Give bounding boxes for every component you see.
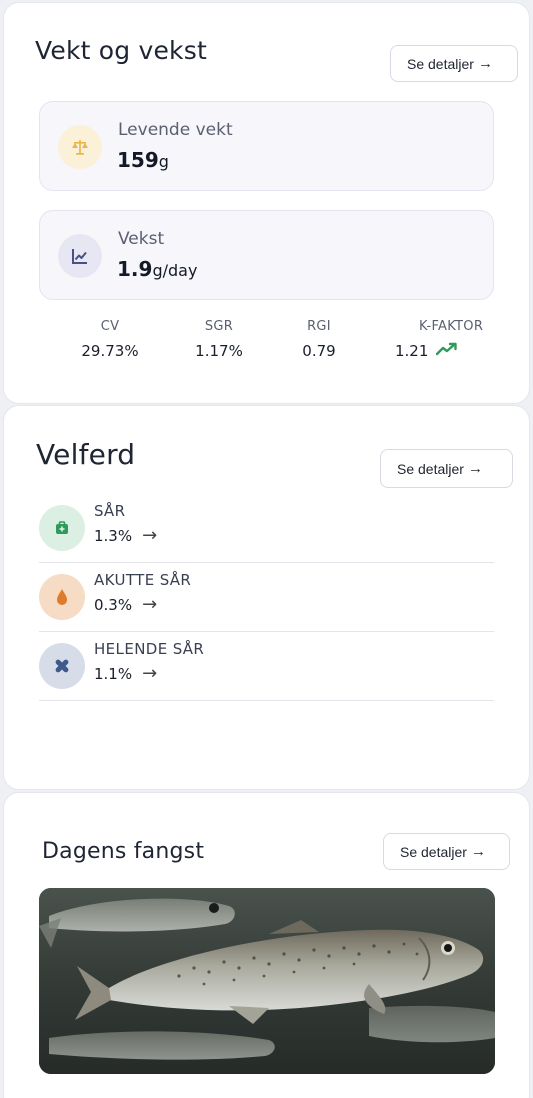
growth-label: Vekst xyxy=(118,229,165,249)
details-label: Se detaljer xyxy=(407,55,474,72)
kpi-k-factor: K-FAKTOR 1.21 xyxy=(392,319,502,360)
live-weight-value: 159g xyxy=(117,148,169,172)
welfare-item-value: 1.1% xyxy=(94,664,133,683)
kpi-value: 29.73% xyxy=(81,342,139,360)
fish-catch-photo[interactable] xyxy=(39,888,495,1074)
arrow-right-icon: → xyxy=(470,843,486,860)
healing-cross-icon xyxy=(39,643,85,689)
arrow-right-icon: → xyxy=(142,663,158,684)
welfare-item-value: 1.3% xyxy=(94,526,133,545)
kpi-value: 1.21 xyxy=(395,342,429,360)
welfare-item-link[interactable]: 1.1% → xyxy=(94,663,157,684)
line-chart-icon xyxy=(58,234,102,278)
weight-card-title: Vekt og vekst xyxy=(35,36,207,65)
trend-up-icon xyxy=(436,342,458,360)
live-weight-unit: g xyxy=(158,152,169,171)
catch-card-title: Dagens fangst xyxy=(42,839,205,864)
welfare-item-label: AKUTTE SÅR xyxy=(94,571,192,589)
kpi-rgi: RGI 0.79 xyxy=(294,319,344,360)
fish-illustration xyxy=(39,888,495,1074)
kpi-label: K-FAKTOR xyxy=(419,319,484,334)
daily-catch-card: Dagens fangst Se detaljer → xyxy=(3,792,530,1098)
kpi-value: 1.17% xyxy=(195,342,243,360)
welfare-card: Velferd Se detaljer → SÅR 1.3% → AKUTTE … xyxy=(3,405,530,790)
arrow-right-icon: → xyxy=(142,525,158,546)
weight-details-button[interactable]: Se detaljer → xyxy=(390,45,518,82)
welfare-item-link[interactable]: 0.3% → xyxy=(94,594,157,615)
kpi-cv: CV 29.73% xyxy=(74,319,146,360)
live-weight-box: Levende vekt 159g xyxy=(39,101,494,191)
live-weight-number: 159 xyxy=(117,148,159,172)
kpi-label: CV xyxy=(100,319,120,334)
growth-unit: g/day xyxy=(152,261,198,280)
growth-box: Vekst 1.9g/day xyxy=(39,210,494,300)
welfare-details-button[interactable]: Se detaljer → xyxy=(380,449,513,488)
kpi-label: RGI xyxy=(307,319,331,334)
welfare-item-sar: SÅR 1.3% → xyxy=(39,494,494,563)
kpi-value-row: 1.21 xyxy=(392,342,502,360)
arrow-right-icon: → xyxy=(467,460,483,477)
kpi-sgr: SGR 1.17% xyxy=(189,319,249,360)
welfare-item-link[interactable]: 1.3% → xyxy=(94,525,157,546)
welfare-item-healing: HELENDE SÅR 1.1% → xyxy=(39,632,494,701)
kpi-label: SGR xyxy=(204,319,234,334)
drop-icon xyxy=(39,574,85,620)
arrow-right-icon: → xyxy=(477,55,493,72)
details-label: Se detaljer xyxy=(400,843,467,860)
welfare-item-label: SÅR xyxy=(94,502,126,520)
welfare-item-value: 0.3% xyxy=(94,595,133,614)
live-weight-label: Levende vekt xyxy=(118,120,233,140)
scale-icon xyxy=(58,125,102,169)
catch-details-button[interactable]: Se detaljer → xyxy=(383,833,510,870)
welfare-item-label: HELENDE SÅR xyxy=(94,640,205,658)
details-label: Se detaljer xyxy=(397,460,464,477)
bandage-icon xyxy=(39,505,85,551)
growth-value: 1.9g/day xyxy=(117,257,197,281)
welfare-card-title: Velferd xyxy=(36,438,136,471)
growth-number: 1.9 xyxy=(117,257,153,281)
weight-growth-card: Vekt og vekst Se detaljer → Levende vekt… xyxy=(3,2,530,404)
welfare-item-acute: AKUTTE SÅR 0.3% → xyxy=(39,563,494,632)
kpi-value: 0.79 xyxy=(302,342,336,360)
kpi-row: CV 29.73% SGR 1.17% RGI 0.79 K-FAKTOR 1.… xyxy=(4,319,531,369)
arrow-right-icon: → xyxy=(142,594,158,615)
